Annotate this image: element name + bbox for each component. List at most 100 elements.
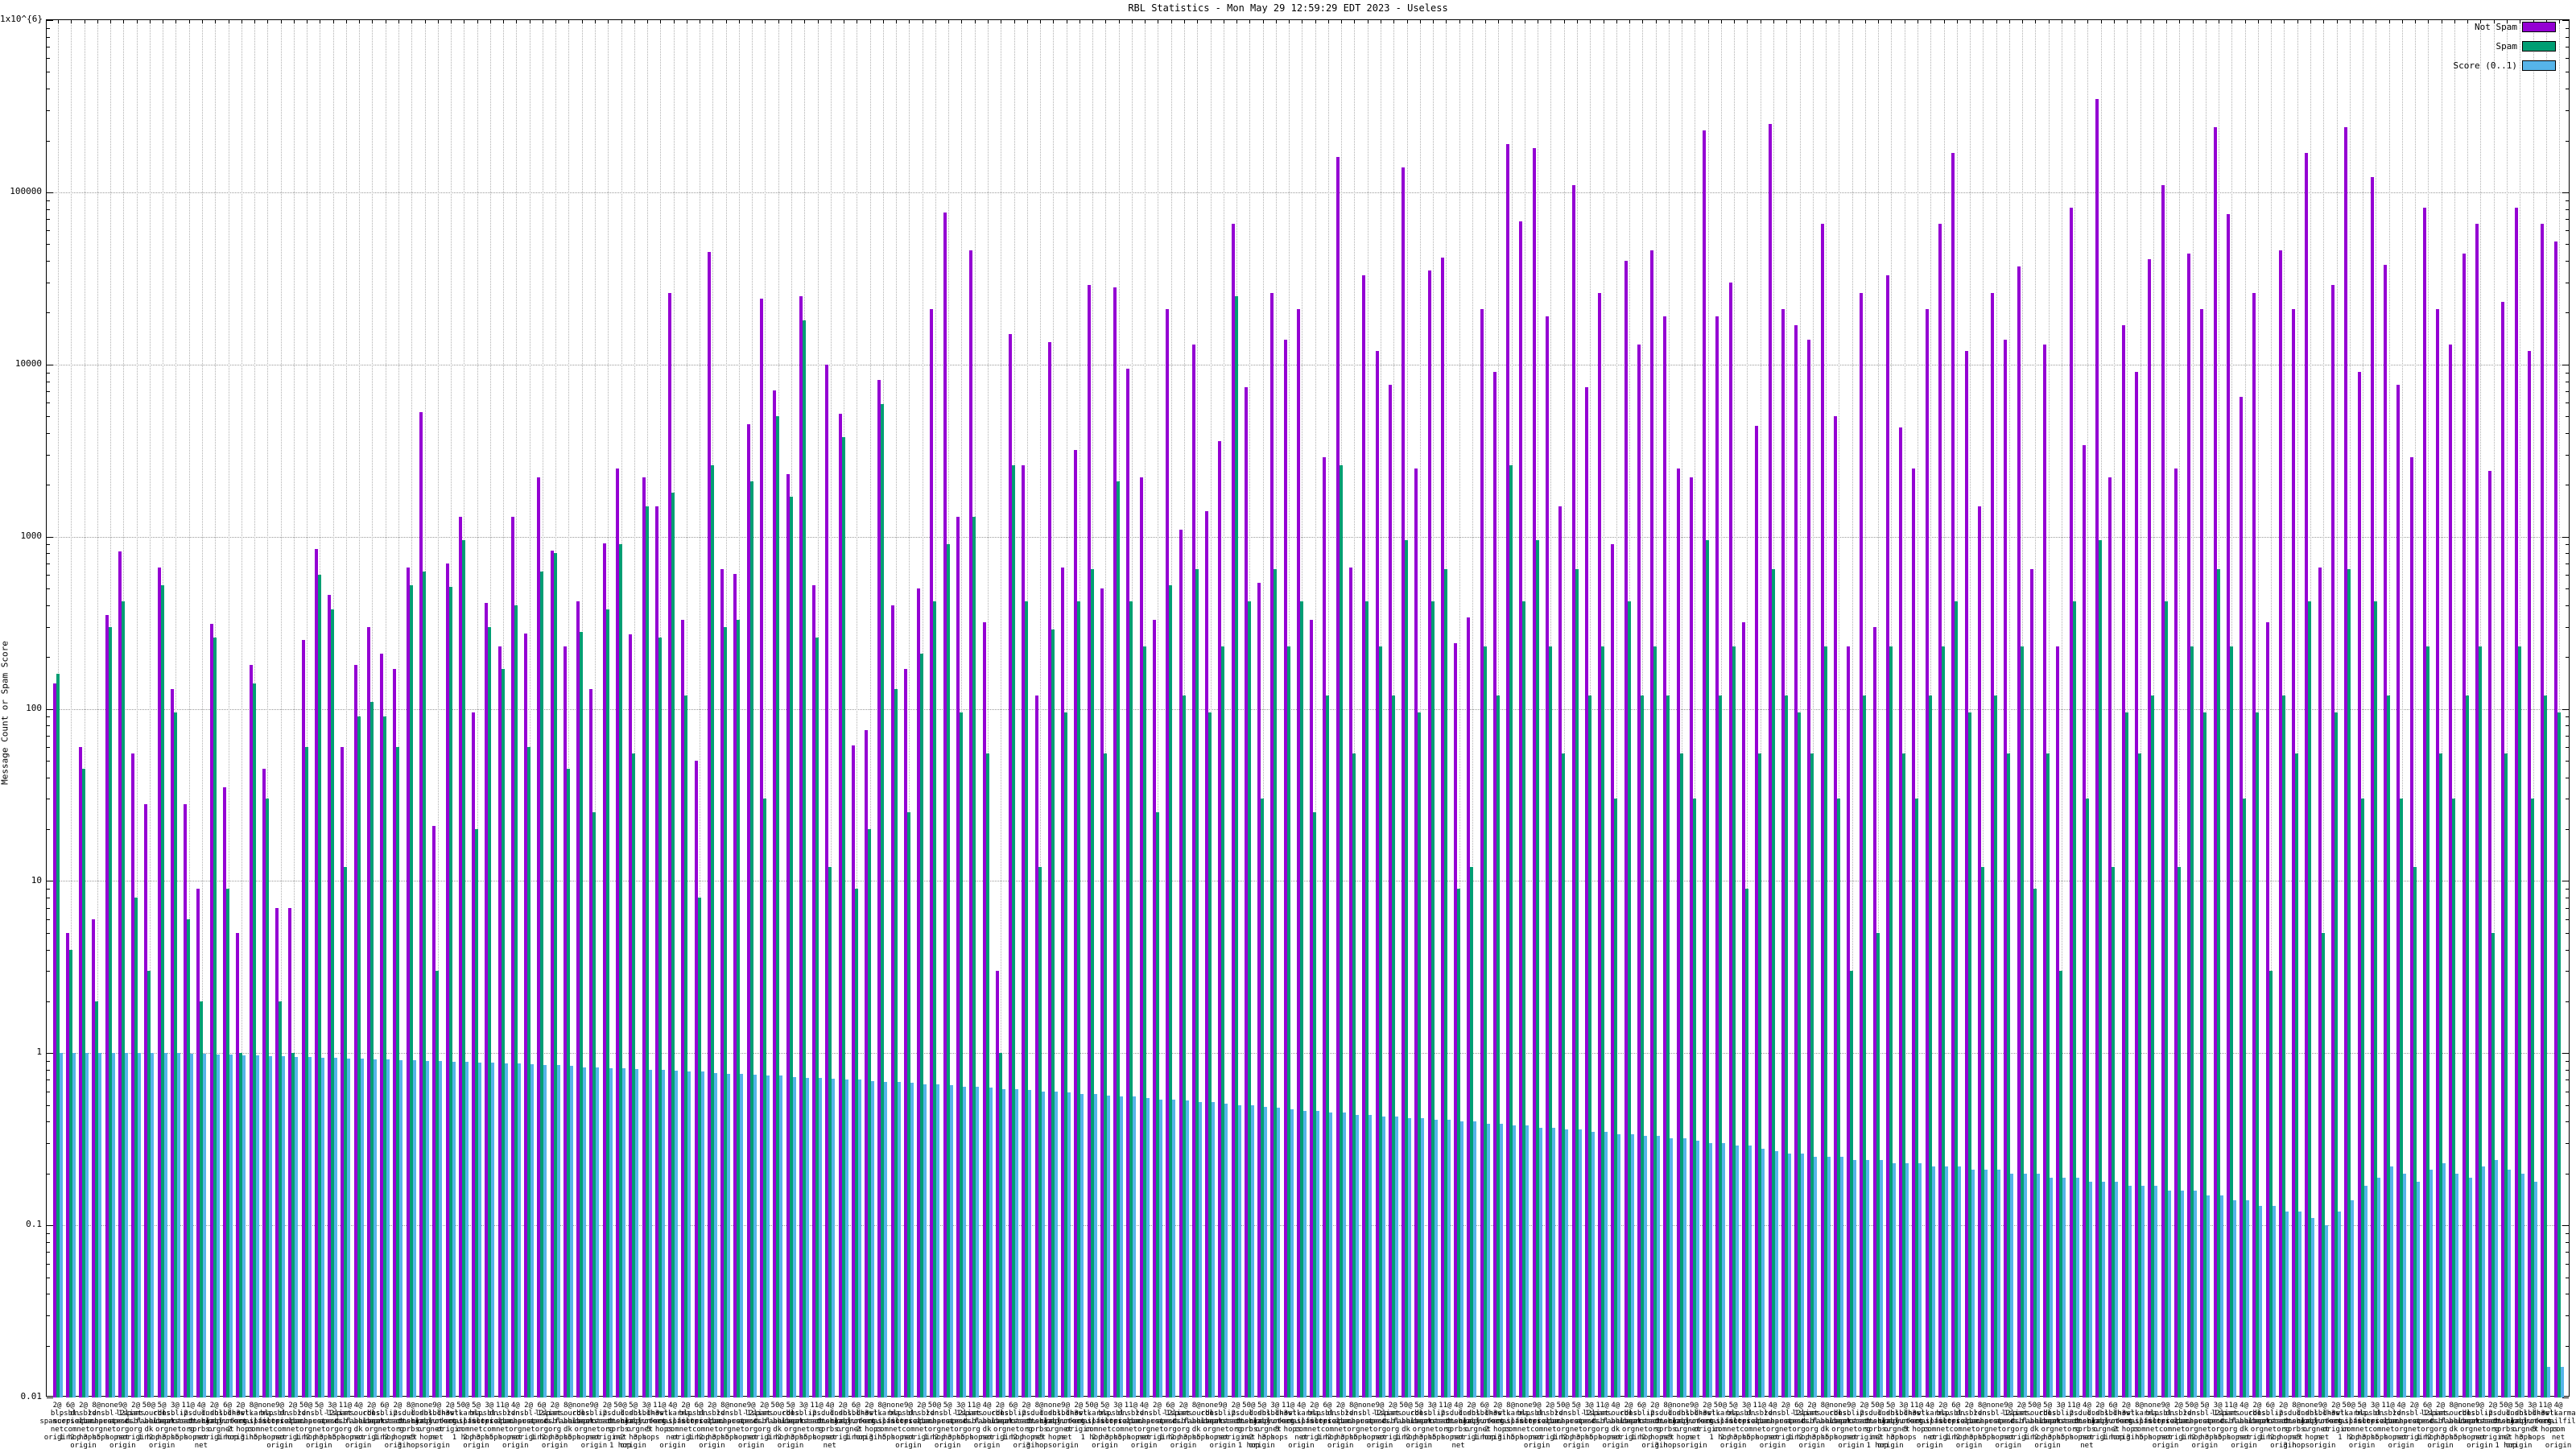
x-tick-top <box>594 20 596 23</box>
bar-spam <box>776 416 780 1397</box>
bar-notspam <box>144 803 148 1397</box>
bar-score <box>2338 1212 2341 1397</box>
bar-score <box>2062 1177 2066 1397</box>
xtick-label: 2@ dnsbl. sorbs. net origin <box>1537 1402 1563 1442</box>
bar-score <box>1106 1095 1110 1397</box>
bar-spam <box>2321 932 2325 1397</box>
xtick-label: none dnsbl. njabl. org 5 hops <box>411 1402 437 1442</box>
x-tick-top <box>372 20 374 23</box>
bar-score <box>1054 1091 1058 1397</box>
xtick-label: 9@ dnsbl-3. uceprotect. net net origin <box>1041 1402 1090 1449</box>
xtick-label: 2@ dnswl. org 2 hops origin <box>1484 1402 1511 1442</box>
x-tick-top <box>1118 20 1120 23</box>
bar-spam <box>592 812 597 1397</box>
bar-spam <box>737 619 741 1397</box>
y-major-tick-right <box>2562 20 2569 21</box>
bar-score <box>1997 1170 2000 1397</box>
bar-spam <box>2020 646 2024 1397</box>
bar-notspam <box>1335 157 1340 1397</box>
y-minor-tick-left <box>47 971 50 972</box>
y-minor-tick-left <box>47 312 50 314</box>
xtick-label: 50@ spamsources. fabel. dk 1 hop <box>122 1402 175 1442</box>
bar-spam <box>881 403 885 1397</box>
xtick-label: 2@ dnswl. org origin <box>1694 1402 1720 1434</box>
bar-notspam <box>2004 339 2008 1397</box>
bar-notspam <box>1519 221 1523 1397</box>
bar-score <box>766 1075 770 1397</box>
xtick-label: 2@ dnsbl. sorbs. net 2 hops origin <box>1327 1402 1354 1449</box>
xtick-label: 4@ spamsources. fabel. dk net origin <box>2218 1402 2271 1449</box>
grid-vline <box>267 20 269 1396</box>
x-tick-top <box>2284 20 2285 23</box>
y-minor-tick-left <box>47 402 50 404</box>
bar-notspam <box>1179 529 1183 1397</box>
y-minor-tick-left <box>47 889 50 890</box>
x-tick-top <box>1629 20 1630 23</box>
y-minor-tick-right <box>2566 402 2569 404</box>
bar-score <box>1394 1116 1398 1397</box>
y-minor-tick-right <box>2566 1315 2569 1316</box>
bar-spam <box>1247 601 1251 1397</box>
bar-notspam <box>275 907 279 1397</box>
bar-score <box>124 1053 128 1398</box>
bar-score <box>295 1057 299 1397</box>
y-minor-tick-left <box>47 544 50 546</box>
bar-spam <box>1798 712 1801 1397</box>
bar-score <box>1774 1150 1778 1397</box>
bar-notspam <box>497 646 502 1397</box>
bar-score <box>596 1067 600 1397</box>
bar-spam <box>2268 971 2273 1397</box>
bar-spam <box>2347 568 2351 1397</box>
xtick-label: 2@ dnsbl. sorbs. net origin <box>2165 1402 2192 1442</box>
bar-score <box>2075 1177 2079 1397</box>
x-tick-top <box>1590 20 1591 23</box>
y-tick-label-0.01: 0.01 <box>20 1391 43 1402</box>
bar-spam <box>423 571 426 1397</box>
bar-score <box>675 1071 678 1397</box>
bar-notspam <box>681 619 685 1397</box>
xtick-label: 5@ bl. spamcop. net 2 hops origin <box>2344 1402 2380 1449</box>
x-tick-top <box>267 20 269 23</box>
bar-spam <box>985 753 989 1397</box>
bar-score <box>740 1073 744 1397</box>
bar-score <box>1682 1138 1686 1397</box>
bar-spam <box>1169 585 1173 1397</box>
x-tick-top <box>1550 20 1552 23</box>
y-minor-tick-right <box>2566 27 2569 29</box>
bar-notspam <box>1532 148 1536 1397</box>
legend-swatch-score <box>2522 60 2556 71</box>
bar-notspam <box>1663 316 1667 1397</box>
legend-swatch-spam <box>2522 41 2556 52</box>
y-minor-tick-left <box>47 725 50 727</box>
y-minor-tick-left <box>47 735 50 737</box>
bar-spam <box>749 481 753 1397</box>
grid-vline <box>398 20 399 1396</box>
bar-notspam <box>1964 350 1968 1397</box>
xtick-label: 4@ hostkarma. junkemailfilter. com net o… <box>1894 1402 1965 1449</box>
bar-score <box>320 1058 324 1397</box>
x-tick-top <box>2166 20 2167 23</box>
bar-notspam <box>288 907 292 1397</box>
grid-vline <box>2087 20 2089 1396</box>
bar-notspam <box>1925 308 1929 1397</box>
bar-spam <box>645 506 649 1397</box>
bar-spam <box>121 601 125 1397</box>
bar-spam <box>2504 753 2508 1397</box>
bar-score <box>569 1066 573 1397</box>
y-minor-tick-right <box>2566 725 2569 727</box>
bar-score <box>2298 1212 2302 1397</box>
y-minor-tick-left <box>47 27 50 29</box>
y-major-tick-left <box>47 1053 53 1055</box>
bar-spam <box>2059 971 2063 1397</box>
bar-notspam <box>2462 254 2466 1397</box>
bar-score <box>2010 1173 2014 1397</box>
x-tick-top <box>1786 20 1788 23</box>
xtick-label: 4@ dul. dnsbl. sorbs. net net origin <box>188 1402 215 1449</box>
y-minor-tick-left <box>47 208 50 210</box>
x-tick-top <box>568 20 570 23</box>
bar-score <box>1879 1159 1883 1397</box>
x-tick-top <box>817 20 819 23</box>
bar-spam <box>1443 568 1447 1397</box>
bar-spam <box>108 626 112 1397</box>
bar-score <box>2128 1185 2132 1397</box>
